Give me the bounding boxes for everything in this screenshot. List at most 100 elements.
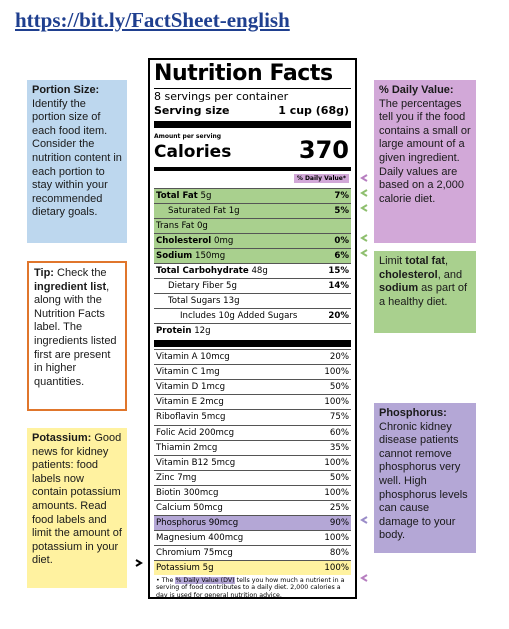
nutrient-cell: Protein 12g: [154, 326, 211, 336]
vitamin-name: Vitamin A: [156, 352, 198, 362]
vitamin-name: Biotin: [156, 487, 181, 498]
vitamin-amount: 200mcg: [199, 427, 235, 438]
vitamin-name: Riboflavin: [156, 412, 199, 423]
text-segment: Check the: [53, 267, 107, 279]
vitamin-cell: Potassium 5g: [154, 563, 214, 573]
text-segment: Good news for kidney patients: food labe…: [32, 432, 122, 567]
nutrient-name: Saturated Fat: [168, 206, 226, 216]
vitamin-amount: 5g: [202, 563, 214, 574]
calories: 370: [298, 136, 349, 164]
text-segment: Identify the portion size of each food i…: [32, 97, 122, 219]
text-segment: % Daily Value:: [379, 84, 454, 96]
vitamin-name: Thiamin: [156, 442, 191, 453]
nutrient-name: Trans Fat: [156, 221, 195, 231]
nutrient-cell: Total Sugars 13g: [154, 296, 240, 306]
vitamin-row: Vitamin A 10mcg 20%: [154, 349, 351, 364]
vitamin-name: Magnesium: [156, 533, 206, 544]
nutrient-amount: 5g: [200, 191, 212, 201]
text-segment: as part of a healthy diet.: [379, 282, 468, 308]
text-segment: Portion Size:: [32, 84, 100, 96]
nutrient-dv: 5%: [334, 206, 349, 216]
vitamin-cell: Vitamin E 2mcg: [154, 397, 224, 407]
vitamin-dv: 60%: [329, 427, 349, 438]
text-segment: The percentages tell you if the food con…: [379, 97, 471, 205]
vitamin-row: Vitamin B12 5mcg 100%: [154, 454, 351, 470]
nutrient-cell: Dietary Fiber 5g: [154, 281, 237, 291]
vitamin-cell: Zinc 7mg: [154, 473, 196, 483]
vitamin-dv: 100%: [324, 397, 349, 408]
limit-note: Limit total fat, cholesterol, and sodium…: [374, 251, 476, 333]
text-segment: ingredient list: [34, 280, 107, 293]
nutrition-label: Nutrition Facts 8 servings per container…: [148, 58, 357, 599]
vitamin-dv: 75%: [329, 412, 349, 423]
nutrient-name: Sodium: [156, 251, 193, 261]
text-segment: Chronic kidney disease patients cannot r…: [379, 420, 468, 542]
arrow: [360, 204, 368, 212]
vitamin-amount: 90mcg: [208, 518, 239, 529]
vitamin-dv: 50%: [329, 382, 349, 393]
potassium-note: Potassium: Good news for kidney patients…: [27, 428, 127, 588]
thick-rule: [154, 121, 351, 128]
text-segment: total fat: [405, 255, 446, 267]
vitamin-amount: 2mcg: [193, 442, 218, 453]
url-link[interactable]: https://bit.ly/FactSheet-english: [15, 8, 290, 32]
vitamin-name: Chromium: [156, 548, 201, 559]
vitamin-dv: 100%: [324, 457, 349, 468]
tip-note: Tip: Check the ingredient list, along wi…: [27, 261, 127, 411]
nutrient-amount: 5g: [226, 281, 237, 291]
nutrient-name: Cholesterol: [156, 236, 212, 246]
vitamin-name: Calcium: [156, 503, 191, 513]
vitamin-row: Potassium 5g 100%: [154, 560, 351, 576]
daily-value-header: % Daily Value*: [293, 174, 349, 183]
text-segment: Phosphorus:: [379, 407, 447, 419]
vitamin-name: Potassium: [156, 563, 200, 574]
vitamin-name: Vitamin D: [156, 382, 199, 393]
nutrient-row: Total Carbohydrate 48g 15%: [154, 263, 351, 278]
vitamin-dv: 20%: [329, 352, 349, 362]
vitamin-row: Vitamin E 2mcg 100%: [154, 394, 351, 409]
nutrient-row: Sodium 150mg 6%: [154, 248, 351, 263]
nutrient-amount: 0mg: [213, 236, 234, 246]
vitamin-row: Vitamin D 1mcg 50%: [154, 379, 351, 394]
vitamin-amount: 7mg: [177, 472, 197, 483]
nutrient-name: Total Fat: [156, 191, 198, 201]
nutrient-dv: 20%: [328, 311, 349, 321]
nutrient-dv: 6%: [334, 251, 349, 261]
thick-rule: [154, 340, 351, 347]
vitamin-amount: 300mcg: [183, 487, 219, 498]
vitamin-cell: Chromium 75mcg: [154, 548, 233, 558]
nutrient-name: Includes 10g Added Sugars: [180, 311, 298, 321]
nutrient-cell: Total Carbohydrate 48g: [154, 266, 268, 276]
nutrient-name: Total Sugars: [168, 296, 221, 306]
vitamin-row: Riboflavin 5mcg 75%: [154, 409, 351, 424]
amount-per-serving: Amount per serving: [154, 133, 222, 140]
vitamin-amount: 2mcg: [199, 397, 224, 408]
vitamin-row: Magnesium 400mcg 100%: [154, 530, 351, 545]
rule: [154, 167, 351, 171]
vitamin-row: Phosphorus 90mcg 90%: [154, 515, 351, 531]
nutrient-row: Total Sugars 13g: [154, 293, 351, 308]
vitamin-dv: 100%: [324, 563, 349, 574]
vitamin-cell: Biotin 300mcg: [154, 488, 218, 498]
text-segment: cholesterol: [379, 268, 438, 281]
nutrient-amount: 150mg: [195, 251, 226, 261]
vitamin-name: Zinc: [156, 472, 175, 483]
vitamin-cell: Vitamin B12 5mcg: [154, 458, 235, 468]
text-segment: • The: [156, 577, 176, 584]
nutrient-cell: Total Fat 5g: [154, 191, 211, 201]
vitamin-name: Vitamin E: [156, 397, 198, 408]
nutrient-row: Protein 12g: [154, 323, 351, 338]
vitamin-cell: Phosphorus 90mcg: [154, 518, 238, 528]
nutrient-row: Includes 10g Added Sugars 20%: [154, 308, 351, 323]
vitamin-name: Folic Acid: [156, 427, 197, 438]
vitamin-cell: Magnesium 400mcg: [154, 533, 243, 543]
vitamin-amount: 50mcg: [193, 503, 223, 513]
rule: [154, 88, 351, 89]
vitamin-row: Vitamin C 1mg 100%: [154, 364, 351, 379]
arrow: [360, 249, 368, 257]
nutrient-name: Protein: [156, 326, 192, 336]
nutrient-cell: Trans Fat 0g: [154, 221, 208, 231]
vitamin-dv: 35%: [329, 442, 349, 453]
